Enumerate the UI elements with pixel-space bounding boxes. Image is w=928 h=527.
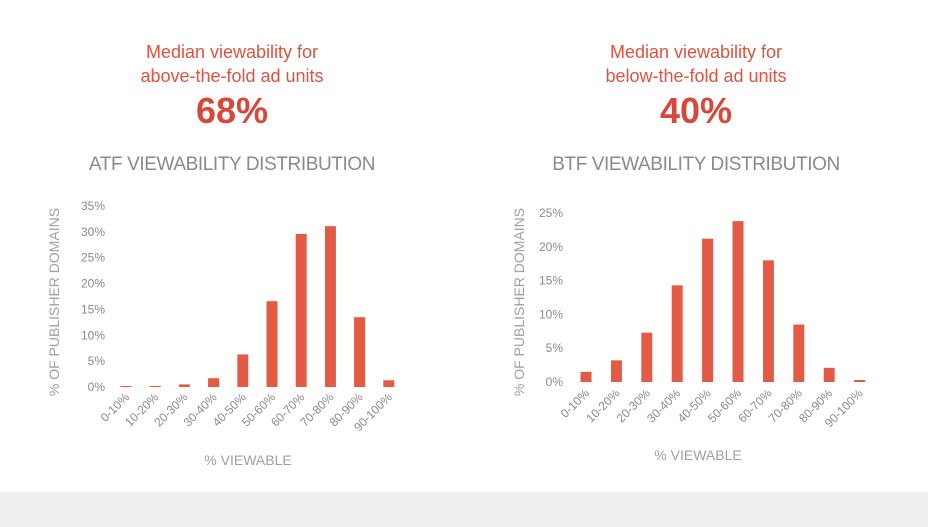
btf-chart: 0%5%10%15%20%25%% OF PUBLISHER DOMAINS0-… xyxy=(511,206,866,463)
atf-ylabel: % OF PUBLISHER DOMAINS xyxy=(46,208,62,396)
btf-median-value: 40% xyxy=(659,90,733,131)
atf-bar xyxy=(295,233,307,387)
btf-ytick-label: 5% xyxy=(546,341,564,355)
atf-bar xyxy=(120,386,132,387)
btf-bar xyxy=(823,367,835,382)
btf-ytick-label: 10% xyxy=(539,307,563,321)
atf-xlabel: % VIEWABLE xyxy=(204,452,291,468)
btf-median-label-line1: Median viewability for xyxy=(609,42,783,62)
atf-chart-title: ATF VIEWABILITY DISTRIBUTION xyxy=(88,154,376,175)
btf-xlabel: % VIEWABLE xyxy=(654,447,741,463)
btf-bar xyxy=(732,221,744,382)
atf-ytick-label: 20% xyxy=(81,277,105,291)
btf-ytick-label: 20% xyxy=(539,240,563,254)
btf-bar xyxy=(854,379,866,382)
btf-ytick-label: 0% xyxy=(546,375,564,389)
atf-median-label-line2: above-the-fold ad units xyxy=(140,66,324,86)
btf-panel: Median viewability for below-the-fold ad… xyxy=(464,0,928,492)
atf-ytick-label: 25% xyxy=(81,251,105,265)
atf-ytick-label: 35% xyxy=(81,199,105,213)
atf-bar xyxy=(324,226,336,387)
btf-bar xyxy=(702,238,714,382)
atf-median-label-line1: Median viewability for xyxy=(145,42,319,62)
btf-bar xyxy=(641,332,653,382)
btf-bar xyxy=(610,360,622,382)
atf-bar xyxy=(149,385,161,387)
btf-ylabel: % OF PUBLISHER DOMAINS xyxy=(511,208,527,396)
btf-median-label-line2: below-the-fold ad units xyxy=(605,66,787,86)
atf-bar xyxy=(266,301,278,387)
btf-chart-title: BTF VIEWABILITY DISTRIBUTION xyxy=(552,154,840,175)
atf-panel: Median viewability for above-the-fold ad… xyxy=(0,0,464,492)
btf-bar xyxy=(671,285,683,382)
atf-median-value: 68% xyxy=(195,90,269,131)
atf-ytick-label: 10% xyxy=(81,328,105,342)
atf-bar xyxy=(237,354,249,387)
atf-ytick-label: 30% xyxy=(81,225,105,239)
btf-bar xyxy=(580,371,592,382)
atf-chart: 0% 5% 10% 15% 20% 25% 30% 35% % OF PUBLISHER DOM… xyxy=(46,199,395,468)
btf-ytick-label: 15% xyxy=(539,274,563,288)
footer-band xyxy=(0,492,928,527)
atf-bar xyxy=(208,378,220,387)
atf-bar xyxy=(354,317,366,387)
atf-bar xyxy=(383,380,395,387)
atf-bar xyxy=(178,384,190,387)
btf-bar xyxy=(762,260,774,382)
btf-ytick-label: 25% xyxy=(539,206,563,220)
atf-ytick-label: 15% xyxy=(81,302,105,316)
btf-bar xyxy=(793,324,805,382)
atf-ytick-label: 0% xyxy=(88,380,106,394)
atf-ytick-label: 5% xyxy=(88,354,106,368)
